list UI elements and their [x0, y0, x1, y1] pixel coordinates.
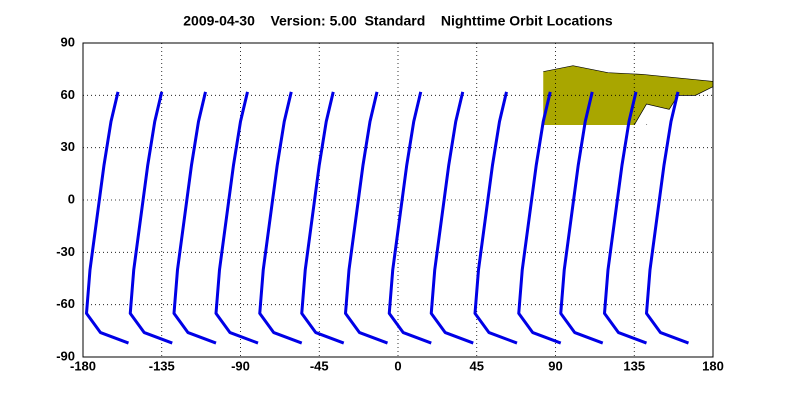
- orbit-track: [344, 91, 389, 345]
- y-tick-label: 0: [68, 191, 75, 206]
- y-tick-label: -60: [56, 296, 75, 311]
- x-tick-label: 0: [394, 358, 401, 373]
- eurasia: [543, 66, 714, 126]
- orbit-track: [603, 91, 648, 345]
- orbit-track: [172, 91, 217, 345]
- x-tick-label: -90: [231, 358, 250, 373]
- y-tick-label: -90: [56, 348, 75, 363]
- orbit-track: [517, 91, 562, 345]
- orbit-track: [85, 91, 130, 345]
- orbit-track: [429, 91, 474, 345]
- africa: [368, 135, 487, 259]
- orbit-track: [473, 91, 518, 345]
- x-tick-label: -180: [70, 358, 96, 373]
- x-tick-label: 90: [548, 358, 562, 373]
- arctic-islands: [188, 57, 276, 74]
- new-zealand: [689, 259, 710, 280]
- south-america: [258, 179, 337, 296]
- orbit-tracks: [85, 91, 690, 345]
- british-isles: [388, 99, 402, 113]
- chart-title: 2009-04-30 Version: 5.00 Standard Nightt…: [183, 13, 613, 29]
- plot-frame: [82, 42, 714, 358]
- orbit-track: [300, 91, 345, 345]
- north-america: [104, 71, 302, 188]
- x-tick-label: 180: [702, 358, 724, 373]
- y-tick-label: 60: [61, 87, 75, 102]
- y-tick-label: -30: [56, 244, 75, 259]
- orbit-track: [128, 91, 173, 345]
- x-tick-label: -45: [310, 358, 329, 373]
- x-tick-label: 45: [470, 358, 484, 373]
- orbit-track: [258, 91, 303, 345]
- orbit-track: [559, 91, 604, 345]
- orbit-track: [214, 91, 259, 345]
- land: [104, 55, 714, 296]
- orbit-track: [387, 91, 432, 345]
- orbit-track: [645, 91, 690, 345]
- x-tick-label: -135: [149, 358, 175, 373]
- y-tick-label: 30: [61, 139, 75, 154]
- x-tick-label: 135: [623, 358, 645, 373]
- y-tick-label: 90: [61, 34, 75, 49]
- axis-labels: -180 -135 -90 -45 0 45 90 135 180 -90 -60 -30 0 30 60 9…: [56, 34, 724, 373]
